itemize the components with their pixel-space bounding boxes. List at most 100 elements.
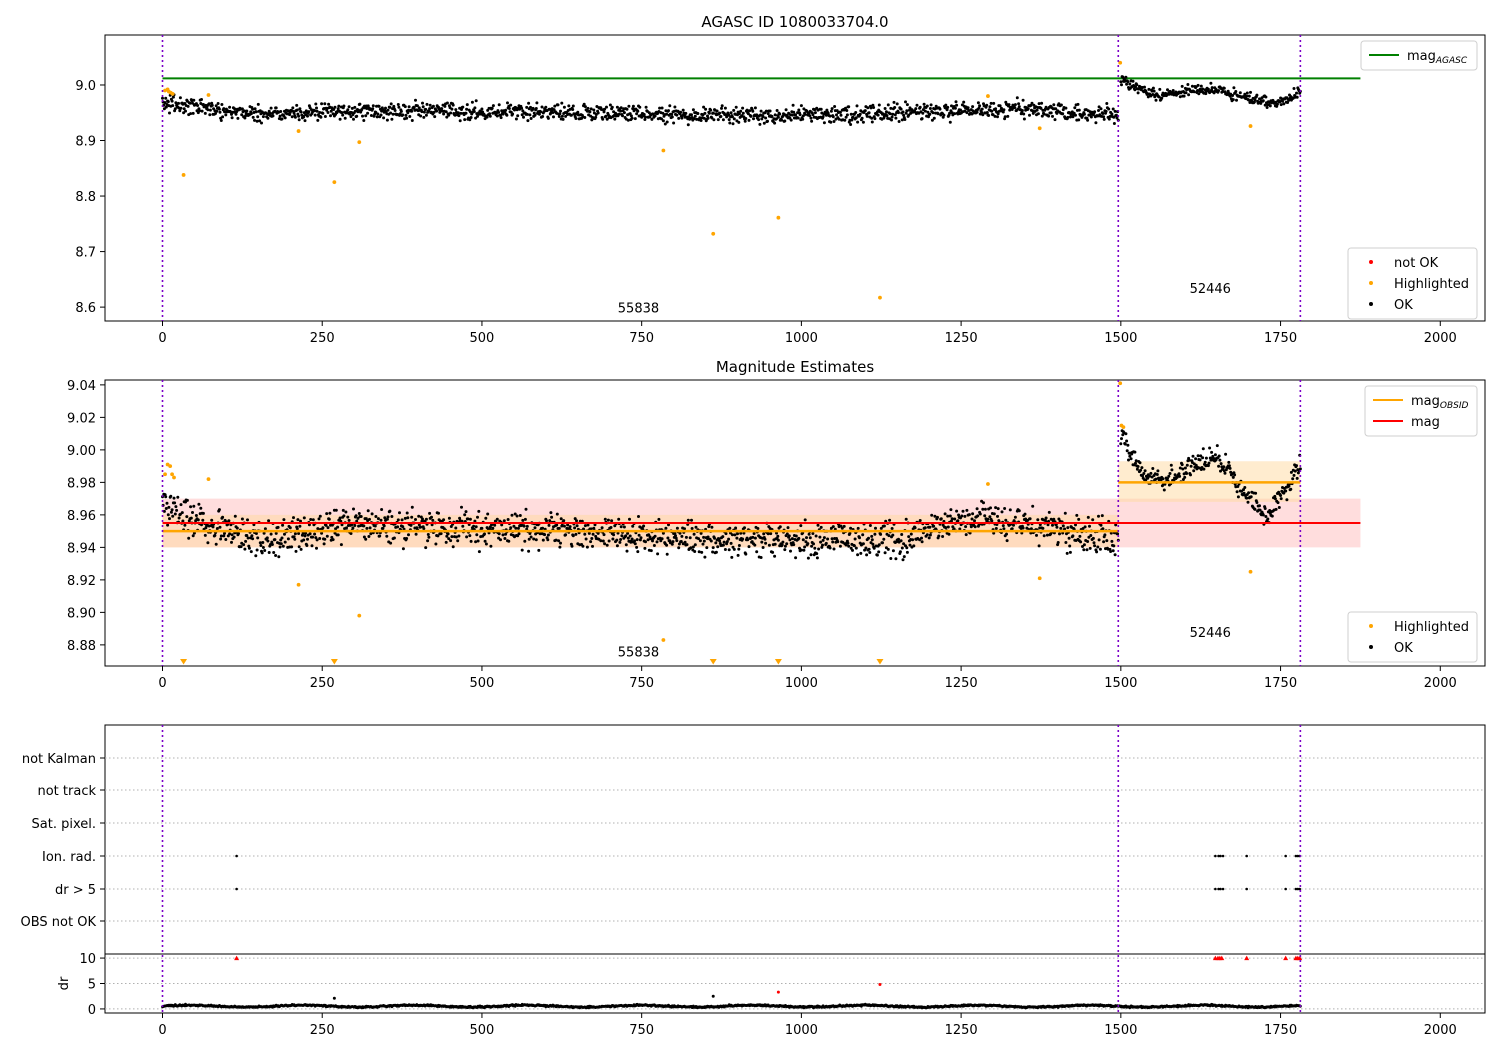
ok-point — [559, 542, 562, 545]
ok-point — [744, 117, 747, 120]
ok-point — [486, 513, 489, 516]
ok-point — [1040, 102, 1043, 105]
ok-point — [631, 538, 634, 541]
ok-point — [603, 533, 606, 536]
ok-point — [963, 515, 966, 518]
ok-point — [899, 550, 902, 553]
ok-point — [555, 539, 558, 542]
ok-point — [871, 121, 874, 124]
ok-point — [801, 118, 804, 121]
ok-point — [516, 114, 519, 117]
ok-point — [978, 104, 981, 107]
ok-point — [626, 550, 629, 553]
ok-point — [1001, 510, 1004, 513]
ok-point — [371, 107, 374, 110]
ok-point — [612, 533, 615, 536]
ok-point — [932, 525, 935, 528]
ok-point — [602, 540, 605, 543]
ok-point — [321, 112, 324, 115]
ok-point — [825, 542, 828, 545]
ok-point — [180, 107, 183, 110]
ok-point — [609, 104, 612, 107]
ok-point — [516, 515, 519, 518]
ok-point — [1016, 96, 1019, 99]
ok-point — [183, 524, 186, 527]
ok-point — [845, 109, 848, 112]
ok-point — [623, 526, 626, 529]
ok-point — [1192, 469, 1195, 472]
ok-point — [163, 510, 166, 513]
ok-point — [165, 507, 168, 510]
ok-point — [296, 109, 299, 112]
ok-point — [174, 513, 177, 516]
ok-point — [364, 538, 367, 541]
ok-point — [383, 524, 386, 527]
ok-point — [361, 115, 364, 118]
ok-point — [847, 105, 850, 108]
ok-point — [928, 113, 931, 116]
ok-point — [491, 527, 494, 530]
ok-point — [1073, 106, 1076, 109]
ok-point — [1045, 517, 1048, 520]
ok-point — [1243, 486, 1246, 489]
highlighted-point — [776, 216, 780, 220]
ok-point — [666, 121, 669, 124]
ok-point — [971, 105, 974, 108]
ok-point — [810, 120, 813, 123]
ok-point — [986, 518, 989, 521]
ok-point — [893, 106, 896, 109]
ok-point — [620, 106, 623, 109]
ok-point — [1114, 553, 1117, 556]
ok-point — [778, 113, 781, 116]
ok-point — [470, 116, 473, 119]
ok-point — [410, 516, 413, 519]
ok-point — [1204, 461, 1207, 464]
ok-point — [167, 506, 170, 509]
ok-point — [414, 518, 417, 521]
flag-row-label: not track — [37, 784, 96, 799]
ok-point — [703, 112, 706, 115]
ok-point — [402, 547, 405, 550]
highlighted-point — [357, 140, 361, 144]
ok-point — [1299, 467, 1302, 470]
ok-point — [682, 109, 685, 112]
ok-point — [1152, 87, 1155, 90]
ok-point — [1236, 490, 1239, 493]
ok-point — [948, 533, 951, 536]
ok-point — [443, 105, 446, 108]
ok-point — [684, 112, 687, 115]
ok-point — [1193, 90, 1196, 93]
ok-point — [607, 519, 610, 522]
ok-point — [777, 116, 780, 119]
ok-point — [773, 555, 776, 558]
ok-point — [167, 513, 170, 516]
ok-point — [903, 555, 906, 558]
ok-point — [589, 540, 592, 543]
ok-point — [1062, 524, 1065, 527]
ok-point — [284, 116, 287, 119]
ok-point — [722, 544, 725, 547]
ok-point — [1002, 527, 1005, 530]
ok-point — [1181, 468, 1184, 471]
ok-point — [977, 101, 980, 104]
ok-point — [904, 100, 907, 103]
ok-point — [636, 550, 639, 553]
ok-point — [448, 517, 451, 520]
y-tick-label: 8.8 — [75, 190, 96, 205]
ok-point — [378, 105, 381, 108]
ok-point — [535, 107, 538, 110]
ok-point — [826, 538, 829, 541]
ok-point — [941, 535, 944, 538]
ok-point — [1153, 90, 1156, 93]
ok-point — [831, 541, 834, 544]
ok-point — [724, 548, 727, 551]
ok-point — [870, 117, 873, 120]
ok-point — [1028, 114, 1031, 117]
ok-point — [1027, 107, 1030, 110]
ok-point — [307, 110, 310, 113]
ok-point — [287, 537, 290, 540]
dr-axis-label: dr — [57, 976, 72, 990]
ok-point — [266, 540, 269, 543]
ok-point — [794, 556, 797, 559]
ok-point — [358, 103, 361, 106]
